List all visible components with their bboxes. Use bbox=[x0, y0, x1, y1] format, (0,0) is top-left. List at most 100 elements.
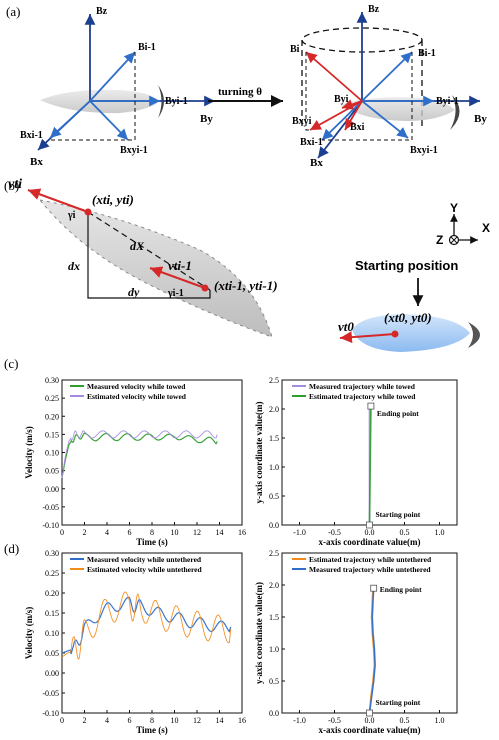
x-tick-label: 12 bbox=[193, 528, 201, 537]
legend-entry-1: Estimated velocity while towed bbox=[87, 392, 187, 401]
label-bx: Bx bbox=[30, 156, 43, 168]
label-dy: dy bbox=[128, 285, 140, 299]
x-tick-label: 1.0 bbox=[435, 528, 445, 537]
v-ti-arrow bbox=[27, 188, 89, 213]
x-tick-label: 0.5 bbox=[400, 716, 410, 725]
y-tick-label: -0.05 bbox=[42, 689, 59, 698]
label-coord-x: X bbox=[482, 221, 490, 235]
plot-frame bbox=[61, 379, 243, 526]
starting-position-label: Starting position bbox=[355, 258, 458, 273]
series-line-1 bbox=[61, 430, 218, 478]
y-tick-label: 0.15 bbox=[45, 430, 59, 439]
label-gamma-i1: γi-1 bbox=[167, 288, 184, 299]
bi-axis-arrow bbox=[305, 51, 363, 102]
label-bxyi1-right: Bxyi-1 bbox=[410, 145, 438, 156]
label-dx: dx bbox=[68, 259, 80, 273]
series-line-1 bbox=[368, 588, 376, 714]
label-byi: Byi bbox=[334, 94, 349, 105]
x-axis-label: x-axis coordinate value(m) bbox=[319, 537, 421, 547]
y-tick-label: 0.15 bbox=[45, 609, 59, 618]
legend-entry-1: Measured trajectory while untethered bbox=[309, 565, 431, 574]
chart-d-right: -1.0 -0.5 0.0 0.5 1.0 0.0 0.5 1.0 1.5 2.0 2.5 x-axi… bbox=[254, 549, 458, 735]
label-bxyi: Bxyi bbox=[292, 116, 312, 127]
y-tick-label: -0.10 bbox=[42, 709, 59, 718]
bx-axis-arrow-right bbox=[317, 100, 363, 159]
chart-c-right: -1.0 -0.5 0.0 0.5 1.0 0.0 0.5 1.0 1.5 2.0 2.5 x-axi… bbox=[254, 376, 458, 547]
bxyi1-axis-arrow bbox=[89, 100, 129, 141]
bxi-axis-arrow bbox=[344, 100, 363, 131]
y-tick-label: 0.0 bbox=[269, 709, 279, 718]
panel-a-left-frame: Bz Bi-1 Byi-1 By Bxi-1 Bxyi-1 Bx bbox=[20, 6, 215, 168]
panel-b-diagram: vti (xti, yti) γi dX dx dy vti-1 (xti-1,… bbox=[8, 177, 490, 352]
label-v-ti1: vti-1 bbox=[168, 258, 192, 273]
ending-point-marker bbox=[370, 584, 378, 592]
fish-blue-icon bbox=[352, 314, 470, 352]
y-tick-label: 0.20 bbox=[45, 589, 59, 598]
legend-entry-1: Estimated velocity while untethered bbox=[87, 565, 202, 574]
x-tick-label: 0.0 bbox=[365, 528, 375, 537]
y-tick-label: -0.10 bbox=[42, 521, 59, 530]
y-axis-label: Velocity (m/s) bbox=[24, 607, 34, 659]
panel-label-c: (c) bbox=[4, 356, 18, 371]
y-tick-label: 0.5 bbox=[269, 677, 279, 686]
label-v-ti: vti bbox=[8, 177, 22, 192]
ending-point-label: Ending point bbox=[377, 409, 419, 418]
label-by: By bbox=[200, 113, 213, 125]
x-tick-label: -1.0 bbox=[293, 528, 306, 537]
charts-group: 0 2 4 6 8 10 12 14 16-0.10-0.050.000.050.100.150… bbox=[24, 376, 458, 735]
label-bi1-right: Bi-1 bbox=[418, 48, 436, 59]
x-tick-label: 8 bbox=[150, 716, 154, 725]
chart-d-left: 0 2 4 6 8 10 12 14 16 -0.10 -0.05 0.00 0.05 0.10 0.15 0… bbox=[24, 549, 246, 735]
y-tick-label: 0.5 bbox=[269, 492, 279, 501]
legend-entry-0: Measured velocity while untethered bbox=[87, 555, 202, 564]
y-tick-label: 0.20 bbox=[45, 412, 59, 421]
dx-dy-triangle bbox=[87, 212, 211, 299]
label-point-ti: (xti, yti) bbox=[92, 192, 134, 207]
x-tick-label: 0 bbox=[60, 528, 64, 537]
plot-frame bbox=[61, 552, 243, 714]
series-line-1 bbox=[368, 406, 372, 526]
label-v-t0: vt0 bbox=[338, 319, 354, 334]
x-tick-label: 14 bbox=[216, 716, 224, 725]
x-tick-label: 0 bbox=[60, 716, 64, 725]
plot-frame bbox=[281, 552, 458, 714]
x-tick-label: -0.5 bbox=[328, 716, 341, 725]
y-tick-label: -0.05 bbox=[42, 503, 59, 512]
label-gamma-i: γi bbox=[67, 210, 76, 221]
x-tick-label: 0.5 bbox=[400, 528, 410, 537]
x-tick-label: 4 bbox=[105, 716, 109, 725]
y-tick-label: 0.30 bbox=[45, 376, 59, 385]
fish-tail-turned-icon bbox=[450, 95, 460, 130]
y-tick-label: 1.5 bbox=[269, 613, 279, 622]
y-tick-label: 2.5 bbox=[269, 376, 279, 385]
x-tick-label: 16 bbox=[238, 528, 246, 537]
starting-point-marker bbox=[366, 709, 373, 717]
y-tick-label: 0.0 bbox=[269, 521, 279, 530]
x-tick-label: 2 bbox=[83, 528, 87, 537]
label-point-t0: (xt0, yt0) bbox=[384, 310, 432, 325]
panel-a-right-frame: Bz Bi Bi-1 Byi Byi-1 By Bxyi Bxi Bxi-1 B… bbox=[290, 4, 487, 169]
series-line-0 bbox=[61, 432, 218, 479]
label-byi1-right: Byi-1 bbox=[436, 96, 459, 107]
x-tick-label: 1.0 bbox=[435, 716, 445, 725]
label-dX: dX bbox=[130, 239, 145, 253]
label-bxyi1: Bxyi-1 bbox=[120, 145, 148, 156]
starting-point-label: Starting point bbox=[376, 698, 421, 707]
y-tick-label: 0.10 bbox=[45, 629, 59, 638]
x-tick-label: 14 bbox=[216, 528, 224, 537]
x-axis-label: Time (s) bbox=[136, 537, 168, 547]
dX-line bbox=[87, 211, 211, 291]
y-axis-label: y-axis coordinate value(m) bbox=[254, 402, 264, 504]
label-bz-right: Bz bbox=[368, 4, 380, 15]
y-tick-label: 0.00 bbox=[45, 485, 59, 494]
turning-label: turning θ bbox=[218, 86, 262, 98]
y-tick-label: 1.5 bbox=[269, 434, 279, 443]
y-tick-label: 0.25 bbox=[45, 569, 59, 578]
legend-entry-0: Measured velocity while towed bbox=[87, 382, 186, 391]
y-tick-label: 2.0 bbox=[269, 581, 279, 590]
x-tick-label: 10 bbox=[171, 528, 179, 537]
y-tick-label: 0.05 bbox=[45, 467, 59, 476]
y-tick-label: 2.5 bbox=[269, 549, 279, 558]
x-tick-label: -0.5 bbox=[328, 528, 341, 537]
